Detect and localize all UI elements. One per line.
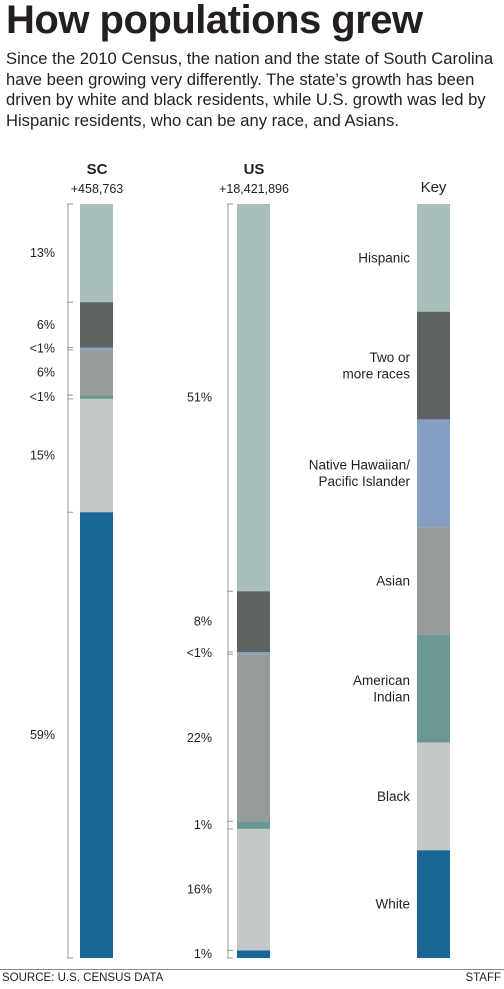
data-label: 51% xyxy=(187,391,212,405)
page-title: How populations grew xyxy=(6,0,423,42)
bar-segment-us-black xyxy=(237,828,270,951)
data-label: 13% xyxy=(30,246,55,260)
data-label: 6% xyxy=(37,365,55,379)
key-swatch-american-indian xyxy=(417,634,450,743)
data-label: <1% xyxy=(30,390,55,404)
key-label: Indian xyxy=(373,689,410,704)
bar-segment-us-white xyxy=(237,950,270,958)
intro-text: Since the 2010 Census, the nation and th… xyxy=(6,49,494,130)
bar-segment-sc-native-hawaiian-pacific-islander xyxy=(80,347,113,350)
data-label: 1% xyxy=(194,818,212,832)
series-total-sc: +458,763 xyxy=(71,182,124,196)
source-note: SOURCE: U.S. CENSUS DATA xyxy=(2,972,164,984)
bar-segment-us-asian xyxy=(237,654,270,822)
bar-segment-sc-hispanic xyxy=(80,204,113,303)
data-label: 8% xyxy=(194,615,212,629)
data-label: <1% xyxy=(187,646,212,660)
bar-segment-us-native-hawaiian-pacific-islander xyxy=(237,651,270,655)
key-swatch-hispanic xyxy=(417,204,450,312)
bar-segment-sc-black xyxy=(80,398,113,513)
key-label: Hispanic xyxy=(358,250,410,265)
data-label: 22% xyxy=(187,731,212,745)
data-label: 6% xyxy=(37,318,55,332)
data-label: 16% xyxy=(187,883,212,897)
data-label: 15% xyxy=(30,449,55,463)
data-label: 59% xyxy=(30,728,55,742)
key-swatch-white xyxy=(417,850,450,958)
bar-segment-sc-american-indian xyxy=(80,395,113,399)
credit-note: STAFF xyxy=(465,972,501,984)
key-label: Native Hawaiian/ xyxy=(309,458,411,473)
footer: SOURCE: U.S. CENSUS DATA STAFF xyxy=(0,969,504,989)
series-total-us: +18,421,896 xyxy=(219,182,289,196)
series-name-sc: SC xyxy=(87,161,108,178)
key-swatch-black xyxy=(417,742,450,851)
data-label: <1% xyxy=(30,342,55,356)
bar-segment-us-two-or-more-races xyxy=(237,591,270,652)
key-swatch-asian xyxy=(417,527,450,635)
data-label: 1% xyxy=(194,947,212,961)
key-label: Pacific Islander xyxy=(318,474,410,489)
bar-segment-sc-asian xyxy=(80,349,113,396)
series-name-us: US xyxy=(244,161,265,178)
key-label: Black xyxy=(377,789,410,804)
key-label: Asian xyxy=(376,574,410,589)
key-swatch-native-hawaiian-pacific-islander xyxy=(417,419,450,528)
bar-segment-us-hispanic xyxy=(237,204,270,592)
key-label: Two or xyxy=(369,350,410,365)
key-swatch-two-or-more-races xyxy=(417,311,450,420)
key-label: American xyxy=(353,673,410,688)
bar-segment-sc-two-or-more-races xyxy=(80,302,113,348)
key-label: more races xyxy=(342,366,410,381)
key-title: Key xyxy=(421,179,447,196)
bar-segment-sc-white xyxy=(80,512,113,958)
key-label: White xyxy=(375,897,410,912)
bar-segment-us-american-indian xyxy=(237,821,270,829)
